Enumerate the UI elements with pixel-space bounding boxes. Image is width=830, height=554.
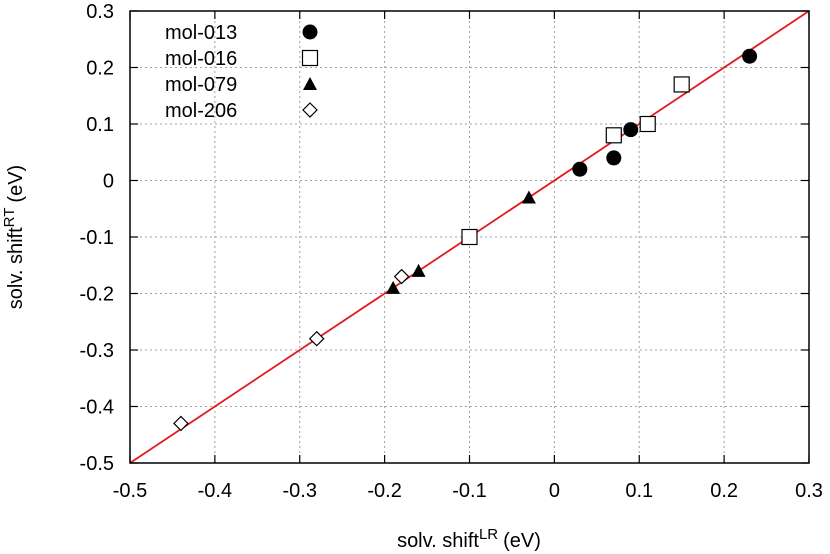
x-axis-title-main: solv. shift [397,530,479,552]
mol-016-point [673,76,690,93]
mol-013-point [606,150,622,166]
y-tick-label: -0.3 [80,340,114,362]
y-tick-label: -0.5 [80,453,114,475]
y-tick-label: -0.4 [80,397,114,419]
legend: mol-013 mol-016 mol-079 mol-206 [165,22,319,122]
legend-label: mol-206 [165,100,237,122]
legend-marker-mol-016 [301,49,319,67]
x-axis-title: solv. shiftLR (eV) [397,526,541,553]
x-tick-label: -0.5 [113,480,147,502]
mol-013-point [572,161,588,177]
legend-label: mol-079 [165,74,237,96]
mol-206-point [393,268,410,285]
grid [130,11,809,463]
x-axis-title-unit: (eV) [503,530,541,552]
mol-013-point [623,122,639,138]
mol-016-point [639,115,656,133]
tick-labels: -0.5 -0.4 -0.3 -0.2 -0.1 0 0.1 0.2 0.3 -0.5 -0.4 -0… [80,1,823,502]
y-tick-label: 0 [103,171,114,193]
y-tick-label: -0.1 [80,227,114,249]
y-tick-label: 0.1 [86,114,114,136]
legend-marker-mol-079 [303,77,317,90]
x-tick-label: -0.4 [198,480,232,502]
legend-label: mol-016 [165,48,237,70]
x-tick-label: -0.1 [452,480,486,502]
legend-label: mol-013 [165,22,237,44]
mol-016-point [461,228,478,246]
x-axis-title-sup: LR [479,526,498,543]
x-tick-label: 0.3 [795,480,823,502]
legend-marker-mol-206 [302,102,318,118]
mol-079-point [521,190,536,204]
y-axis-title-unit: (eV) [5,165,27,203]
y-tick-label: -0.2 [80,284,114,306]
x-tick-label: -0.3 [283,480,317,502]
x-tick-label: 0.2 [710,480,738,502]
mol-206-point [173,415,189,432]
data-points [173,48,758,432]
y-axis-title-sup: RT [1,208,18,228]
mol-013-point [742,48,758,64]
y-axis-title-main: solv. shift [5,227,27,309]
x-tick-label: 0.1 [625,480,653,502]
axis-ticks [129,10,810,464]
x-tick-label: 0 [549,480,560,502]
y-tick-label: 0.2 [86,58,114,80]
legend-marker-mol-013 [302,24,318,40]
y-tick-label: 0.3 [86,1,114,23]
mol-079-point [386,280,401,294]
mol-016-point [605,127,622,144]
mol-206-point [308,330,325,347]
y-axis-title: solv. shiftRT (eV) [1,165,28,309]
x-tick-label: -0.2 [367,480,401,502]
mol-079-point [411,263,426,277]
